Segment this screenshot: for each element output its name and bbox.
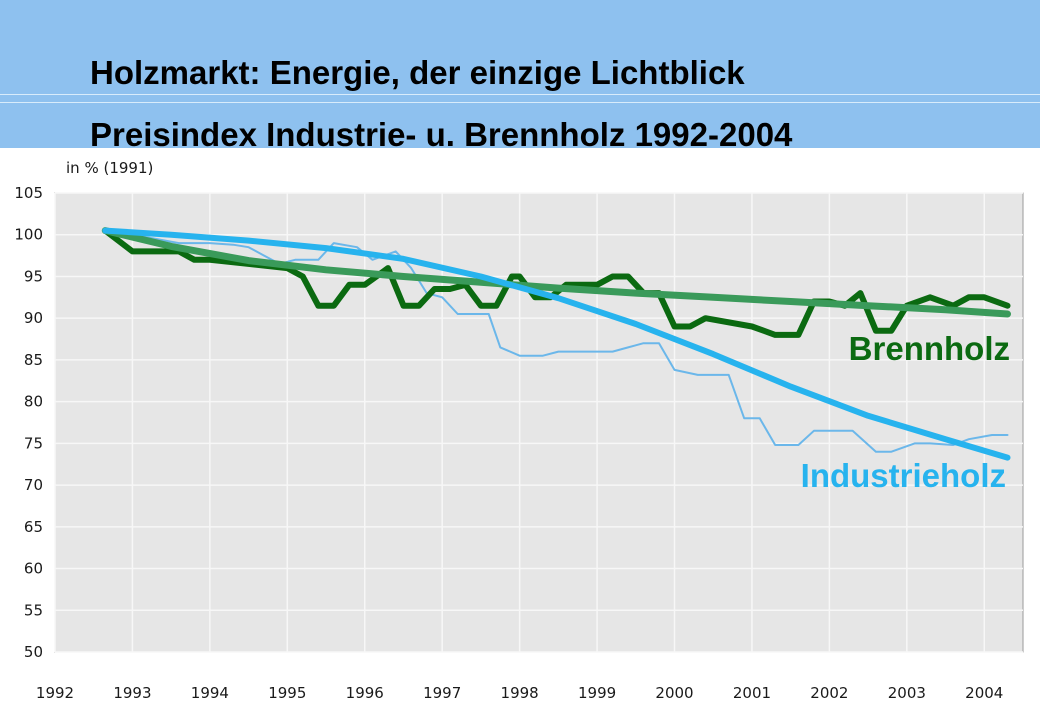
x-tick-label: 1995 bbox=[268, 684, 306, 702]
x-tick-label: 1997 bbox=[423, 684, 461, 702]
header-banner bbox=[0, 0, 1040, 148]
y-tick-label: 55 bbox=[24, 601, 43, 619]
y-tick-label: 105 bbox=[14, 184, 43, 202]
chart-subtitle: Preisindex Industrie- u. Brennholz 1992-… bbox=[90, 116, 793, 153]
y-tick-label: 60 bbox=[24, 560, 43, 578]
series-lines bbox=[101, 227, 1011, 461]
x-tick-label: 1996 bbox=[346, 684, 384, 702]
y-tick-label: 80 bbox=[24, 393, 43, 411]
chart-title: Holzmarkt: Energie, der einzige Lichtbli… bbox=[90, 54, 745, 91]
series-label-brennholz: Brennholz bbox=[849, 330, 1010, 367]
series-line-brennholz-trend bbox=[101, 227, 1011, 318]
y-tick-label: 85 bbox=[24, 351, 43, 369]
x-tick-label: 2004 bbox=[965, 684, 1003, 702]
plot-area bbox=[54, 192, 1024, 653]
y-tick-label: 95 bbox=[24, 267, 43, 285]
header-rule-top bbox=[0, 94, 1040, 95]
grid-lines bbox=[54, 192, 1023, 653]
x-tick-label: 2003 bbox=[888, 684, 926, 702]
series-line-industrieholz-trend bbox=[102, 227, 1011, 461]
y-axis-label: in % (1991) bbox=[66, 159, 153, 177]
y-tick-label: 50 bbox=[24, 643, 43, 661]
y-tick-label: 90 bbox=[24, 309, 43, 327]
x-tick-label: 1992 bbox=[36, 684, 74, 702]
y-tick-label: 100 bbox=[14, 226, 43, 244]
x-tick-label: 2001 bbox=[733, 684, 771, 702]
x-tick-label: 2002 bbox=[810, 684, 848, 702]
y-tick-label: 75 bbox=[24, 434, 43, 452]
y-axis-ticks: 50 55 60 65 70 75 80 85 90 95 100 105 bbox=[14, 184, 43, 661]
x-axis-ticks: 1992 1993 1994 1995 1996 1997 1998 1999 2000 2001… bbox=[36, 684, 1003, 702]
x-tick-label: 1994 bbox=[191, 684, 229, 702]
series-label-industrieholz: Industrieholz bbox=[801, 457, 1006, 494]
y-tick-label: 70 bbox=[24, 476, 43, 494]
header-rule-bottom bbox=[0, 102, 1040, 103]
y-tick-label: 65 bbox=[24, 518, 43, 536]
x-tick-label: 1999 bbox=[578, 684, 616, 702]
x-tick-label: 2000 bbox=[655, 684, 693, 702]
x-tick-label: 1993 bbox=[113, 684, 151, 702]
x-tick-label: 1998 bbox=[501, 684, 539, 702]
